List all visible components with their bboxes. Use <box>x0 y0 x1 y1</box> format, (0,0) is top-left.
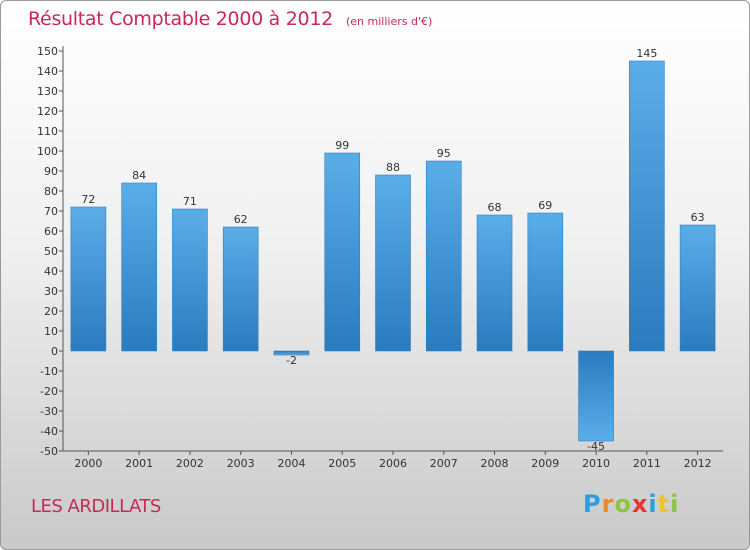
y-tick-label: 140 <box>37 65 58 78</box>
bars <box>70 60 716 442</box>
value-label: 88 <box>386 161 400 174</box>
x-tick-label: 2003 <box>227 457 255 470</box>
chart-subtitle: (en milliers d'€) <box>345 15 433 28</box>
bar-2009 <box>527 212 564 352</box>
value-labels: 72 84 71 62 -2 99 88 95 68 69 -45 145 63 <box>81 47 704 453</box>
y-tick-label: 50 <box>44 245 58 258</box>
value-label: 84 <box>132 169 146 182</box>
y-tick-label: 120 <box>37 105 58 118</box>
logo-letter: t <box>657 490 671 518</box>
x-tick-label: 2006 <box>379 457 407 470</box>
x-ticks: 2000 2001 2002 2003 2004 2005 2006 2007 2008 2009… <box>74 451 712 470</box>
logo-letter: o <box>614 490 632 518</box>
bar-2001 <box>121 182 157 352</box>
bar-2003 <box>222 226 259 352</box>
x-tick-label: 2007 <box>430 457 458 470</box>
bar-2012 <box>679 224 716 352</box>
commune-name: LES ARDILLATS <box>31 496 161 517</box>
y-tick-label: 90 <box>44 165 58 178</box>
y-tick-label: -30 <box>40 405 58 418</box>
y-tick-label: 150 <box>37 45 58 58</box>
y-tick-label: 10 <box>44 325 58 338</box>
bar-2006 <box>375 174 411 352</box>
value-label: 145 <box>636 47 657 60</box>
value-label: 62 <box>234 213 248 226</box>
value-label: -45 <box>587 440 605 453</box>
y-tick-label: 0 <box>51 345 58 358</box>
x-tick-label: 2010 <box>582 457 610 470</box>
chart-title: Résultat Comptable 2000 à 2012 <box>28 8 333 30</box>
value-label: 69 <box>538 199 552 212</box>
bar-2005 <box>324 152 361 352</box>
x-tick-label: 2002 <box>176 457 204 470</box>
y-tick-label: -10 <box>40 365 58 378</box>
title-row: Résultat Comptable 2000 à 2012 (en milli… <box>28 8 432 30</box>
x-tick-label: 2000 <box>74 457 102 470</box>
bar-2000 <box>70 206 107 352</box>
y-tick-label: 20 <box>44 305 58 318</box>
y-tick-label: 110 <box>37 125 58 138</box>
bar-2002 <box>172 208 208 352</box>
value-label: -2 <box>286 354 297 367</box>
logo-letter: x <box>631 490 649 518</box>
x-tick-label: 2012 <box>684 457 712 470</box>
y-tick-label: 80 <box>44 185 58 198</box>
value-label: 63 <box>691 211 705 224</box>
y-tick-label: 40 <box>44 265 58 278</box>
x-tick-label: 2011 <box>633 457 661 470</box>
bar-2011 <box>629 60 665 352</box>
x-tick-label: 2009 <box>531 457 559 470</box>
y-tick-label: 30 <box>44 285 58 298</box>
bar-2008 <box>476 214 513 352</box>
x-tick-label: 2005 <box>328 457 356 470</box>
value-label: 71 <box>183 195 197 208</box>
value-label: 99 <box>335 139 349 152</box>
logo-letter: P <box>583 490 602 518</box>
y-tick-label: -40 <box>40 425 58 438</box>
value-label: 95 <box>437 147 451 160</box>
logo-letter: i <box>670 490 680 518</box>
bar-2007 <box>425 160 462 352</box>
y-tick-label: 60 <box>44 225 58 238</box>
x-tick-label: 2001 <box>125 457 153 470</box>
logo-letter: r <box>601 490 615 518</box>
bar-2004 <box>273 350 310 356</box>
y-ticks: 1501401301201101009080706050403020100-10… <box>37 45 63 458</box>
proxiti-logo: Proxiti <box>583 490 679 518</box>
y-tick-label: 100 <box>37 145 58 158</box>
bar-2010 <box>578 350 614 442</box>
value-label: 72 <box>81 193 95 206</box>
x-tick-label: 2008 <box>481 457 509 470</box>
value-label: 68 <box>488 201 502 214</box>
logo-letter: i <box>648 490 658 518</box>
y-tick-label: 130 <box>37 85 58 98</box>
y-tick-label: 70 <box>44 205 58 218</box>
y-tick-label: -20 <box>40 385 58 398</box>
y-tick-label: -50 <box>40 445 58 458</box>
x-tick-label: 2004 <box>277 457 305 470</box>
